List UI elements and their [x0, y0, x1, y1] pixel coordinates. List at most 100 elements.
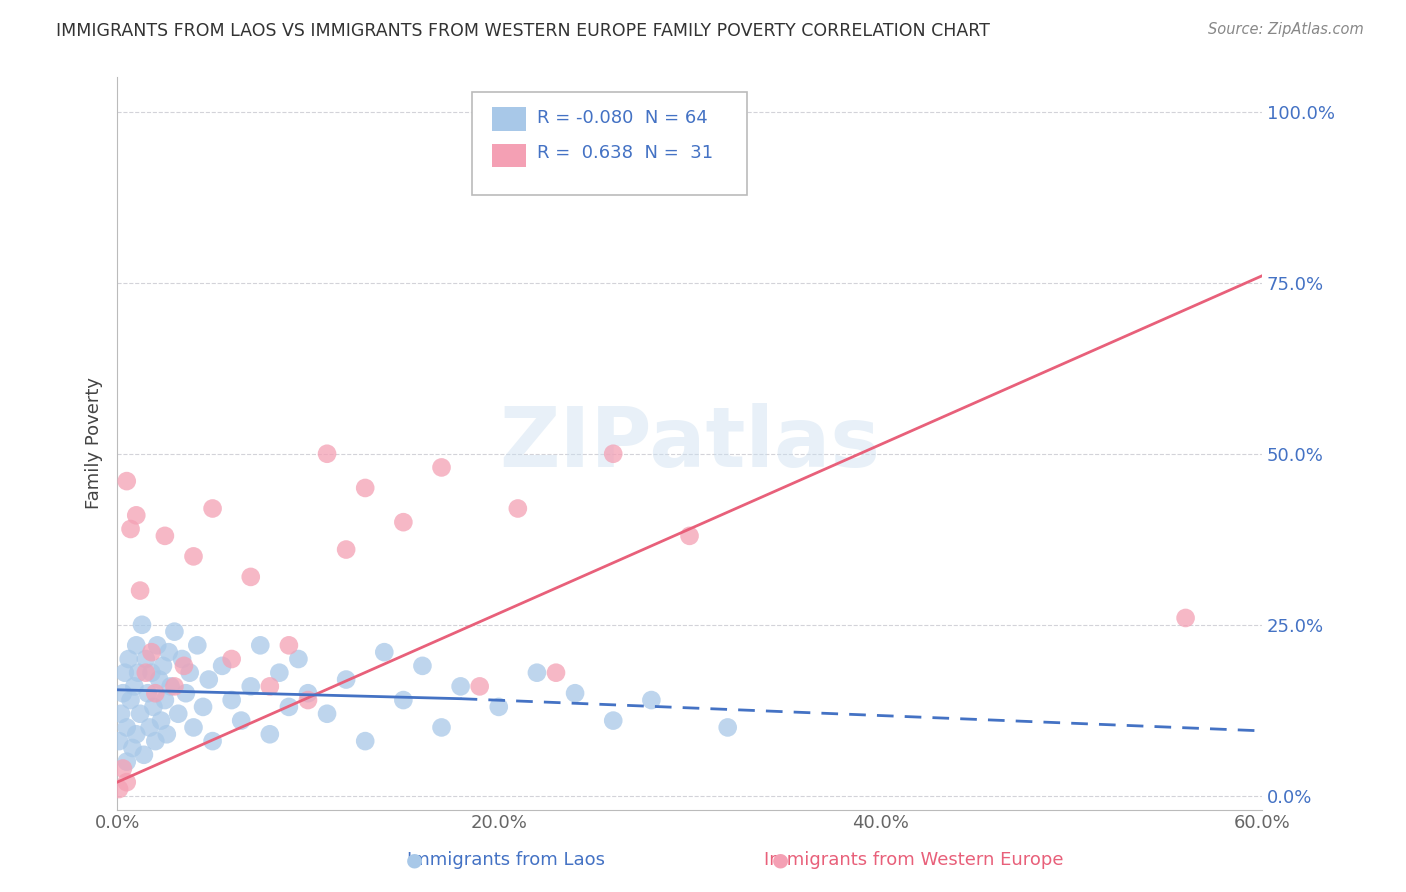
Point	[506, 501, 529, 516]
Point	[488, 699, 510, 714]
Point	[640, 693, 662, 707]
Point	[392, 693, 415, 707]
Point	[174, 686, 197, 700]
Point	[156, 727, 179, 741]
Text: R =  0.638  N =  31: R = 0.638 N = 31	[537, 144, 713, 161]
Point	[191, 699, 214, 714]
Point	[269, 665, 291, 680]
Point	[125, 638, 148, 652]
Point	[115, 474, 138, 488]
Point	[179, 665, 201, 680]
Point	[129, 583, 152, 598]
Point	[468, 679, 491, 693]
Point	[141, 645, 163, 659]
Point	[115, 755, 138, 769]
Point	[111, 686, 134, 700]
Point	[146, 638, 169, 652]
Point	[120, 522, 142, 536]
Point	[277, 638, 299, 652]
Point	[221, 693, 243, 707]
Point	[259, 679, 281, 693]
Point	[201, 501, 224, 516]
Point	[152, 658, 174, 673]
Bar	[492, 107, 526, 131]
Point	[183, 549, 205, 564]
Point	[335, 542, 357, 557]
Point	[115, 721, 138, 735]
Text: Immigrants from Laos: Immigrants from Laos	[408, 851, 605, 869]
Text: Source: ZipAtlas.com: Source: ZipAtlas.com	[1208, 22, 1364, 37]
Point	[143, 734, 166, 748]
Point	[108, 734, 131, 748]
Point	[170, 652, 193, 666]
Point	[120, 693, 142, 707]
Point	[131, 617, 153, 632]
Point	[316, 447, 339, 461]
Point	[354, 481, 377, 495]
Point	[108, 782, 131, 797]
Point	[127, 665, 149, 680]
Point	[231, 714, 253, 728]
Point	[114, 665, 136, 680]
Point	[297, 693, 319, 707]
Text: ●: ●	[406, 850, 423, 869]
Point	[392, 515, 415, 529]
Point	[259, 727, 281, 741]
FancyBboxPatch shape	[472, 92, 747, 194]
Point	[1174, 611, 1197, 625]
Point	[167, 706, 190, 721]
Point	[354, 734, 377, 748]
Bar	[492, 145, 526, 168]
Point	[430, 721, 453, 735]
Text: ZIPatlas: ZIPatlas	[499, 403, 880, 484]
Point	[678, 529, 700, 543]
Point	[115, 775, 138, 789]
Point	[430, 460, 453, 475]
Point	[186, 638, 208, 652]
Point	[717, 721, 740, 735]
Point	[564, 686, 586, 700]
Point	[141, 665, 163, 680]
Point	[121, 741, 143, 756]
Point	[125, 508, 148, 523]
Point	[132, 747, 155, 762]
Point	[602, 714, 624, 728]
Point	[143, 686, 166, 700]
Point	[373, 645, 395, 659]
Point	[163, 624, 186, 639]
Point	[221, 652, 243, 666]
Point	[183, 721, 205, 735]
Point	[277, 699, 299, 714]
Point	[287, 652, 309, 666]
Point	[159, 679, 181, 693]
Point	[129, 706, 152, 721]
Y-axis label: Family Poverty: Family Poverty	[86, 377, 103, 509]
Point	[136, 686, 159, 700]
Point	[197, 673, 219, 687]
Point	[153, 693, 176, 707]
Text: R = -0.080  N = 64: R = -0.080 N = 64	[537, 109, 709, 127]
Point	[150, 714, 173, 728]
Point	[110, 706, 132, 721]
Point	[544, 665, 567, 680]
Text: IMMIGRANTS FROM LAOS VS IMMIGRANTS FROM WESTERN EUROPE FAMILY POVERTY CORRELATIO: IMMIGRANTS FROM LAOS VS IMMIGRANTS FROM …	[56, 22, 990, 40]
Point	[450, 679, 472, 693]
Point	[157, 645, 180, 659]
Point	[211, 658, 233, 673]
Point	[411, 658, 433, 673]
Point	[153, 529, 176, 543]
Point	[117, 652, 139, 666]
Point	[135, 652, 157, 666]
Point	[239, 679, 262, 693]
Point	[602, 447, 624, 461]
Point	[201, 734, 224, 748]
Point	[249, 638, 271, 652]
Point	[239, 570, 262, 584]
Point	[163, 679, 186, 693]
Point	[526, 665, 548, 680]
Point	[316, 706, 339, 721]
Point	[138, 721, 160, 735]
Point	[125, 727, 148, 741]
Point	[135, 665, 157, 680]
Point	[111, 762, 134, 776]
